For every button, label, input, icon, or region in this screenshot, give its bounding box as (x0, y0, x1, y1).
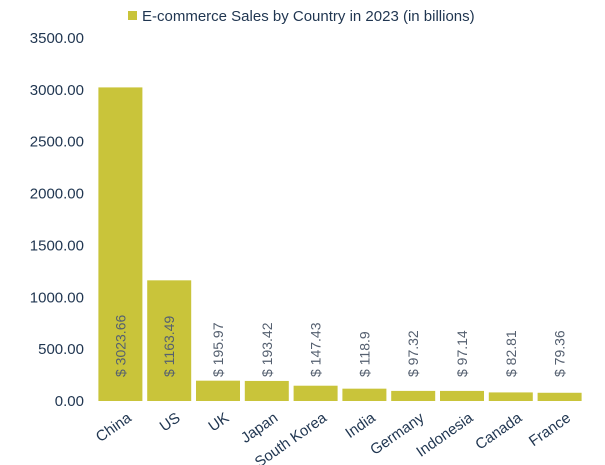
y-tick-label: 2000.00 (30, 186, 84, 203)
bar-canada (488, 392, 533, 401)
legend-swatch (128, 11, 137, 20)
data-label: $ 82.81 (503, 330, 519, 377)
data-label: $ 3023.66 (112, 315, 128, 377)
y-tick-label: 500.00 (38, 341, 84, 358)
y-tick-label: 1500.00 (30, 237, 84, 254)
x-tick-label: UK (205, 409, 232, 435)
bar-uk (196, 380, 240, 401)
data-label: $ 1163.49 (161, 316, 177, 377)
x-tick-label: India (342, 409, 379, 442)
y-axis: 0.00 500.00 1000.00 1500.00 2000.00 2500.00 30… (30, 30, 84, 410)
x-tick-label: China (93, 409, 135, 446)
y-tick-label: 0.00 (55, 393, 84, 410)
y-tick-label: 1000.00 (30, 289, 84, 306)
bars (98, 87, 582, 401)
y-tick-label: 2500.00 (30, 134, 84, 151)
bar-india (342, 388, 387, 401)
data-labels: $ 3023.66 $ 1163.49 $ 195.97 $ 193.42 $ 147.… (112, 315, 567, 377)
data-label: $ 195.97 (210, 322, 226, 377)
bar-germany (391, 390, 436, 401)
data-label: $ 97.14 (454, 330, 470, 377)
bar-south-korea (293, 385, 338, 401)
data-label: $ 118.9 (356, 331, 372, 377)
x-tick-label: France (526, 409, 574, 450)
data-label: $ 193.42 (259, 322, 275, 377)
legend: E-commerce Sales by Country in 2023 (in … (128, 8, 475, 25)
y-tick-label: 3000.00 (30, 82, 84, 99)
bar-china (98, 87, 143, 401)
legend-label: E-commerce Sales by Country in 2023 (in … (142, 8, 475, 25)
bar-indonesia (440, 390, 484, 401)
bar-japan (244, 380, 289, 401)
y-tick-label: 3500.00 (30, 30, 84, 47)
data-label: $ 147.43 (308, 322, 324, 377)
data-label: $ 79.36 (552, 330, 568, 377)
bar-us (147, 280, 192, 401)
x-tick-label: US (157, 409, 184, 435)
data-label: $ 97.32 (405, 330, 421, 377)
x-tick-label: Canada (472, 409, 525, 453)
bar-france (537, 392, 582, 401)
